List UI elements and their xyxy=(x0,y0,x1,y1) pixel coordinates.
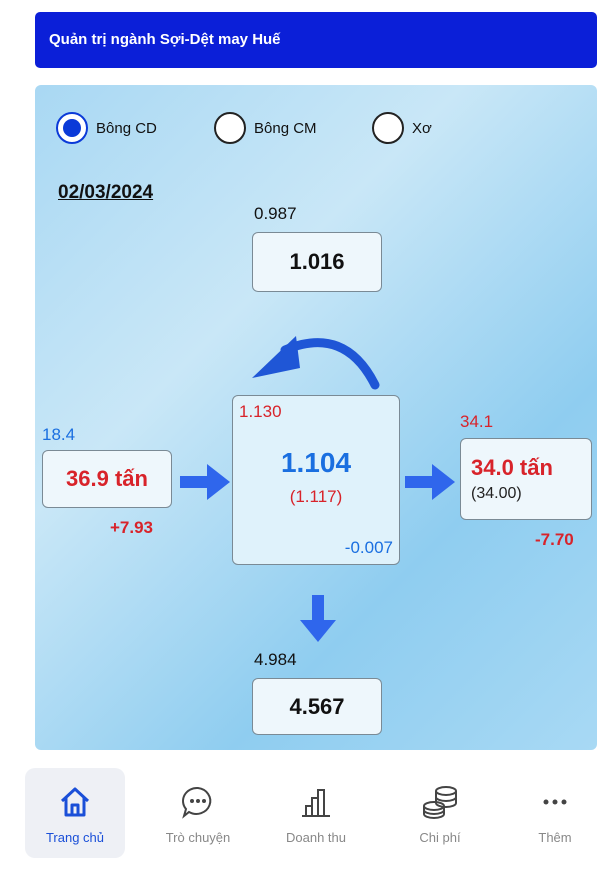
center-box: 1.130 1.104 (1.117) -0.007 xyxy=(232,395,400,565)
nav-item[interactable]: Thêm xyxy=(505,768,602,858)
center-delta: -0.007 xyxy=(344,538,393,557)
chart-icon xyxy=(302,789,330,817)
top-previous: 0.987 xyxy=(254,204,297,223)
center-value: 1.104 xyxy=(280,447,352,478)
top-value: 1.016 xyxy=(289,249,345,274)
bottom-nav: Trang chủ Trò chuyện Doanh thu Chi phí T… xyxy=(0,760,602,870)
nav-label: Thêm xyxy=(538,830,572,845)
radio-label: Bông CM xyxy=(254,119,317,137)
center-sub: (1.117) xyxy=(289,487,343,506)
home-icon xyxy=(60,787,90,817)
radio-fill xyxy=(63,119,81,137)
arrows xyxy=(180,336,455,642)
right-delta: -7.70 xyxy=(535,530,574,549)
right-previous: 34.1 xyxy=(460,412,494,431)
nav-item[interactable]: Chi phí xyxy=(390,768,490,858)
nav-label: Doanh thu xyxy=(286,830,346,845)
radio-label: Bông CD xyxy=(96,119,157,137)
radio-dot xyxy=(372,112,404,144)
chat-icon xyxy=(182,786,212,819)
bottom-value: 4.567 xyxy=(289,693,345,719)
nav-label: Trò chuyện xyxy=(165,830,231,845)
center-top-left: 1.130 xyxy=(239,402,282,421)
left-delta: +7.93 xyxy=(110,518,154,537)
nav-item[interactable]: Trò chuyện xyxy=(148,768,248,858)
radio-dot xyxy=(56,112,88,144)
right-sub: (34.00) xyxy=(471,485,522,502)
right-box: 34.0 tấn (34.00) xyxy=(460,438,592,520)
date: 02/03/2024 xyxy=(58,182,154,203)
radio-label: Xơ xyxy=(412,119,432,137)
radio-option[interactable]: Bông CD xyxy=(56,108,157,148)
left-value: 36.9 tấn xyxy=(66,466,148,491)
left-box: 36.9 tấn xyxy=(42,450,172,508)
nav-item[interactable]: Doanh thu xyxy=(266,768,366,858)
right-value: 34.0 tấn xyxy=(471,455,553,480)
radio-option[interactable]: Xơ xyxy=(372,108,432,148)
nav-label: Trang chủ xyxy=(45,830,105,845)
left-previous: 18.4 xyxy=(42,425,76,444)
nav-label: Chi phí xyxy=(419,830,461,845)
bottom-previous: 4.984 xyxy=(254,650,297,669)
radio-dot xyxy=(214,112,246,144)
bottom-box: 4.567 xyxy=(252,678,382,735)
radio-option[interactable]: Bông CM xyxy=(214,108,317,148)
header-title: Quản trị ngành Sợi-Dệt may Huế xyxy=(35,12,597,68)
nav-item[interactable]: Trang chủ xyxy=(25,768,125,858)
coins-icon xyxy=(423,786,457,819)
top-box: 1.016 xyxy=(252,232,382,292)
more-icon xyxy=(543,799,567,805)
